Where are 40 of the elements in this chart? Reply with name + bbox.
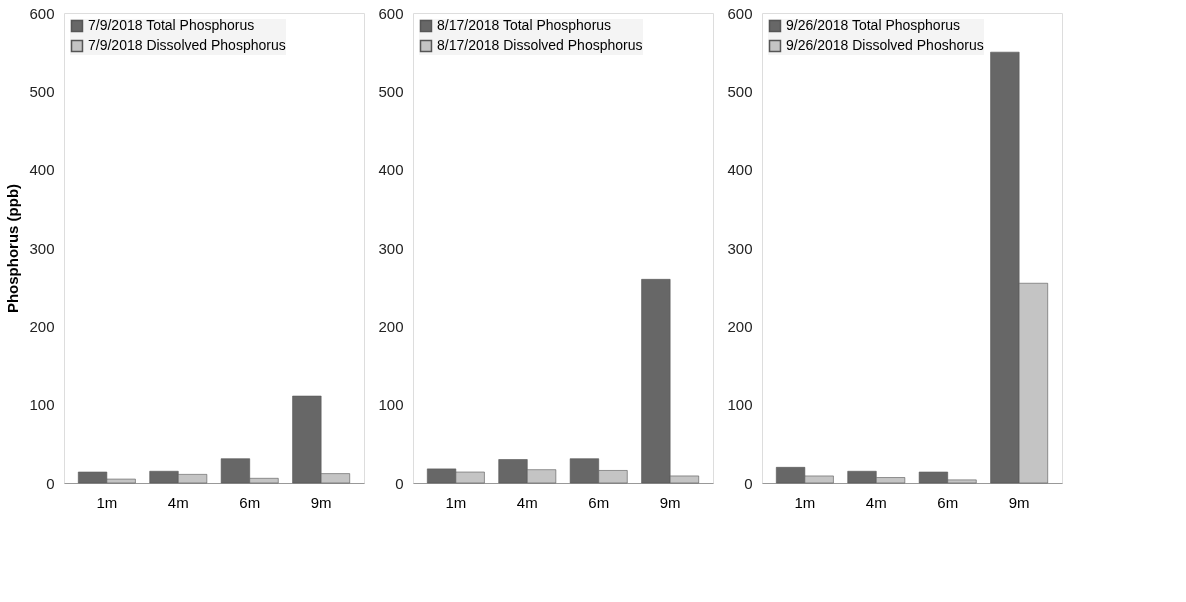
x-tick-label: 6m [588, 493, 610, 511]
y-tick-label: 200 [29, 317, 55, 335]
y-tick-label: 400 [29, 161, 55, 179]
legend-label: 8/17/2018 Dissolved Phosphorus [437, 37, 643, 53]
y-tick-label: 300 [727, 239, 753, 257]
y-tick-label: 500 [29, 82, 55, 100]
y-tick-label: 100 [29, 396, 55, 414]
y-tick-label: 500 [378, 82, 404, 100]
y-tick-label: 100 [378, 396, 404, 414]
x-tick-label: 1m [445, 493, 467, 511]
x-tick-label: 1m [96, 493, 118, 511]
legend-label: 7/9/2018 Total Phosphorus [88, 17, 255, 33]
y-tick-label: 300 [378, 239, 404, 257]
y-tick-label: 400 [727, 161, 753, 179]
y-tick-label: 100 [727, 396, 753, 414]
x-tick-label: 4m [516, 493, 538, 511]
y-tick-label: 600 [29, 4, 55, 22]
y-tick-label: 0 [46, 474, 55, 492]
y-tick-label: 500 [727, 82, 753, 100]
x-tick-label: 9m [1008, 493, 1030, 511]
legend-label: 8/17/2018 Total Phosphorus [437, 17, 612, 33]
x-tick-label: 6m [937, 493, 959, 511]
y-tick-label: 300 [29, 239, 55, 257]
y-tick-label: 200 [727, 317, 753, 335]
x-tick-label: 6m [239, 493, 261, 511]
legend-label: 9/26/2018 Total Phosphorus [786, 17, 961, 33]
y-tick-label: 400 [378, 161, 404, 179]
x-tick-label: 4m [865, 493, 887, 511]
y-tick-label: 0 [395, 474, 404, 492]
legend-label: 7/9/2018 Dissolved Phosphorus [88, 37, 286, 53]
x-tick-label: 9m [659, 493, 681, 511]
x-tick-label: 9m [310, 493, 332, 511]
y-tick-label: 600 [378, 4, 404, 22]
y-tick-label: 600 [727, 4, 753, 22]
y-axis-title: Phosphorus (ppb) [4, 183, 22, 314]
legend-label: 9/26/2018 Dissolved Phoshorus [786, 37, 984, 53]
y-tick-label: 200 [378, 317, 404, 335]
x-tick-label: 1m [794, 493, 816, 511]
x-tick-label: 4m [167, 493, 189, 511]
y-tick-label: 0 [744, 474, 753, 492]
